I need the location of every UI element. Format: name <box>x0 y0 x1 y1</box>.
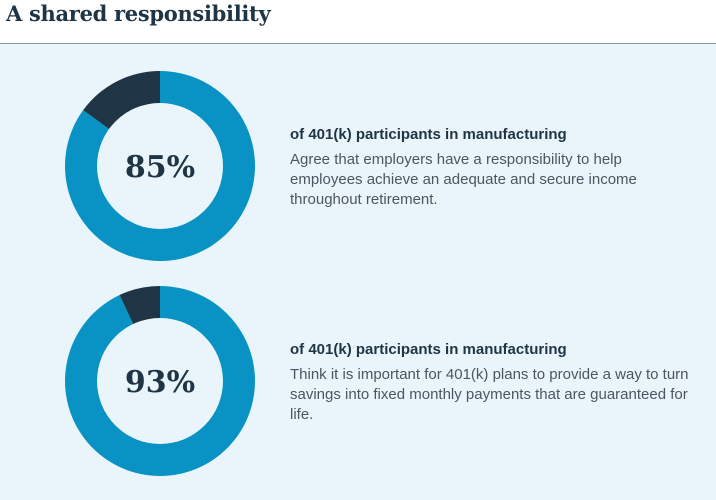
donut-chart-2: 93% <box>64 286 255 476</box>
page-title: A shared responsibility <box>6 1 271 26</box>
stat-description: Think it is important for 401(k) plans t… <box>290 366 689 423</box>
stat-heading: of 401(k) participants in manufacturing <box>290 341 567 358</box>
donut-center <box>97 103 223 229</box>
donut-percent-label: 93% <box>125 365 195 400</box>
stat-heading: of 401(k) participants in manufacturing <box>290 126 567 143</box>
stat-block-1: of 401(k) participants in manufacturing … <box>290 126 690 210</box>
donut-center <box>97 318 223 444</box>
stat-description: Agree that employers have a responsibili… <box>290 151 637 208</box>
donut-percent-label: 85% <box>125 150 195 185</box>
title-divider <box>0 43 716 44</box>
stat-block-2: of 401(k) participants in manufacturing … <box>290 341 690 425</box>
donut-chart-1: 85% <box>64 71 255 261</box>
